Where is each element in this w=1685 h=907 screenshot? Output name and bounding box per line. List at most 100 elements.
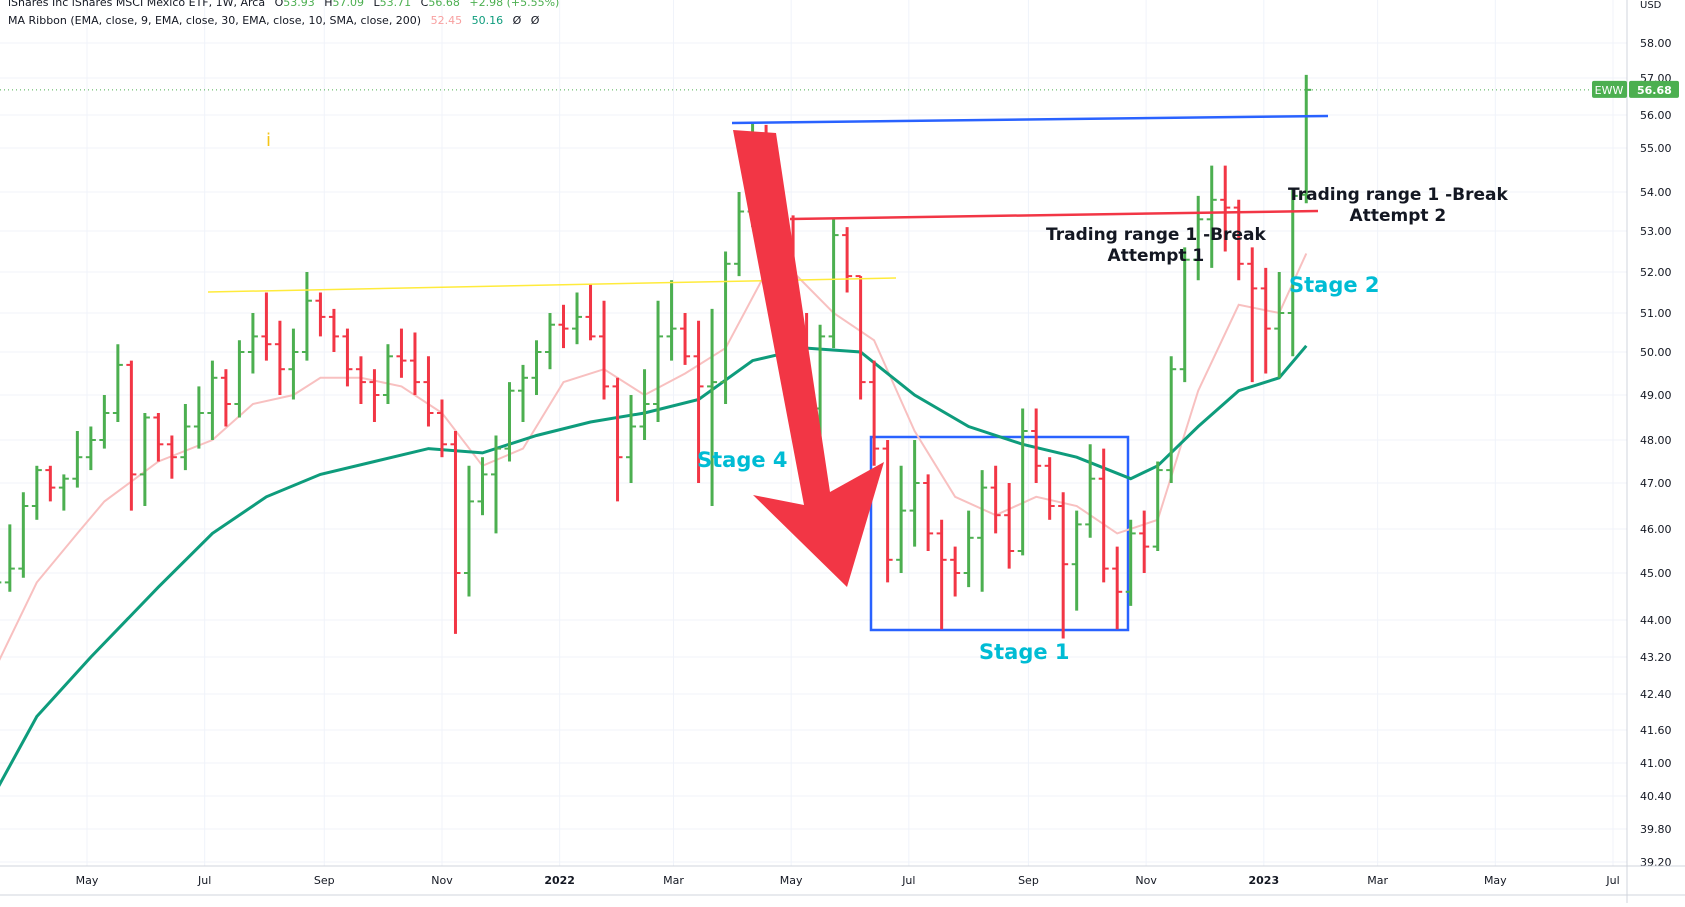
ohlc-bar [896, 465, 907, 573]
ohlc-close: C56.68 [420, 0, 460, 9]
price-tag-bg [1629, 80, 1679, 98]
ohlc-bar [869, 360, 880, 466]
ohlc-open: O53.93 [274, 0, 315, 9]
ohlc-bar [666, 280, 677, 361]
price-tag: 56.68 [1637, 84, 1672, 97]
ohlc-bar [842, 227, 853, 293]
x-tick-label: Jul [901, 874, 915, 887]
ohlc-bar [58, 474, 69, 511]
ohlc-bar [1260, 267, 1271, 374]
y-tick-label: 51.00 [1640, 307, 1672, 320]
ohlc-bar [45, 465, 56, 502]
ohlc-bar [1152, 461, 1163, 551]
ribbon-value-1: 52.45 [430, 14, 463, 27]
ohlc-bar [1193, 195, 1204, 281]
ema30-line [0, 344, 1308, 787]
symbol-tag: EWW [1595, 84, 1624, 97]
ohlc-bar [1166, 356, 1177, 483]
ohlc-bar [166, 435, 177, 479]
ohlc-bar [1125, 519, 1136, 606]
attempt2-line2: Attempt 2 [1349, 206, 1447, 226]
y-tick-label: 45.00 [1640, 567, 1672, 580]
y-tick-label: 46.00 [1640, 523, 1672, 536]
ohlc-bar [653, 300, 664, 422]
ohlc-bar [909, 440, 920, 547]
down-arrow [733, 130, 884, 587]
ohlc-bar [855, 275, 866, 400]
trading-range-attempt2-label[interactable]: Trading range 1 -Break Attempt 2 [1288, 185, 1508, 227]
ohlc-bar [1247, 247, 1258, 383]
ohlc-low: L53.71 [373, 0, 412, 9]
price-bars [0, 74, 1312, 639]
ohlc-bar [423, 356, 434, 427]
ohlc-bar [0, 581, 2, 584]
ohlc-bar [153, 413, 164, 462]
y-tick-label: 50.00 [1640, 346, 1672, 359]
moving-average-lines [0, 253, 1308, 787]
ohlc-bar [85, 426, 96, 471]
x-tick-label: Mar [663, 874, 684, 887]
ohlc-high: H57.09 [324, 0, 365, 9]
ohlc-bar [734, 192, 745, 277]
y-tick-label: 39.80 [1640, 823, 1672, 836]
ema9-line [0, 253, 1308, 661]
drawing-tools[interactable] [207, 114, 1329, 587]
ohlc-bar [1274, 272, 1285, 378]
y-tick-label: 41.60 [1640, 724, 1672, 737]
stage2-label[interactable]: Stage 2 [1289, 273, 1380, 297]
ohlc-bar [396, 328, 407, 378]
trading-range-attempt1-label[interactable]: Trading range 1 -Break Attempt 1 [1046, 225, 1266, 267]
ohlc-bar [504, 382, 515, 462]
ohlc-bar [1220, 165, 1231, 252]
ohlc-bar [463, 465, 474, 597]
x-tick-label: Nov [1135, 874, 1157, 887]
ohlc-bar [180, 404, 191, 471]
info-marker[interactable]: i [266, 130, 272, 151]
y-tick-label: 47.00 [1640, 477, 1672, 490]
ohlc-bar [234, 340, 245, 418]
ribbon-value-3: Ø [512, 14, 522, 27]
ohlc-bar [977, 470, 988, 592]
y-tick-label: 40.40 [1640, 790, 1672, 803]
ohlc-bar [72, 431, 83, 488]
ohlc-bar [531, 340, 542, 395]
ohlc-bar [1098, 448, 1109, 583]
ohlc-bar [1017, 408, 1028, 556]
ohlc-bar [301, 272, 312, 361]
ohlc-bar [31, 465, 42, 520]
ohlc-bar [1287, 187, 1298, 357]
ohlc-bar [355, 356, 366, 404]
resistance-line-red [789, 209, 1319, 221]
currency-label: USD [1640, 0, 1662, 11]
x-tick-label: May [76, 874, 99, 887]
ohlc-bar [126, 360, 137, 511]
y-tick-label: 53.00 [1640, 225, 1672, 238]
ribbon-value-4: Ø [530, 14, 540, 27]
x-tick-label: Sep [1018, 874, 1039, 887]
ohlc-bar [693, 320, 704, 483]
ohlc-bar [342, 328, 353, 387]
y-tick-label: 49.00 [1640, 389, 1672, 402]
ohlc-bar [1179, 247, 1190, 383]
ohlc-bar [409, 332, 420, 395]
stage1-label[interactable]: Stage 1 [979, 640, 1070, 664]
ohlc-bar [1004, 483, 1015, 569]
ohlc-bar [328, 308, 339, 352]
stage4-label[interactable]: Stage 4 [697, 448, 788, 472]
ribbon-legend: MA Ribbon (EMA, close, 9, EMA, close, 30… [8, 14, 545, 27]
ohlc-bar [1044, 457, 1055, 520]
x-tick-label: Jul [1605, 874, 1619, 887]
ohlc-bar [585, 284, 596, 341]
ohlc-bar [1301, 74, 1312, 204]
y-tick-label: 39.20 [1640, 856, 1672, 869]
ohlc-bar [315, 292, 326, 337]
x-tick-label: 2022 [544, 874, 575, 887]
symbol-legend: iShares Inc iShares MSCI Mexico ETF, 1W,… [8, 0, 565, 9]
ohlc-bar [612, 377, 623, 502]
y-tick-label: 41.00 [1640, 757, 1672, 770]
y-tick-label: 55.00 [1640, 142, 1672, 155]
ohlc-bar [4, 524, 15, 592]
